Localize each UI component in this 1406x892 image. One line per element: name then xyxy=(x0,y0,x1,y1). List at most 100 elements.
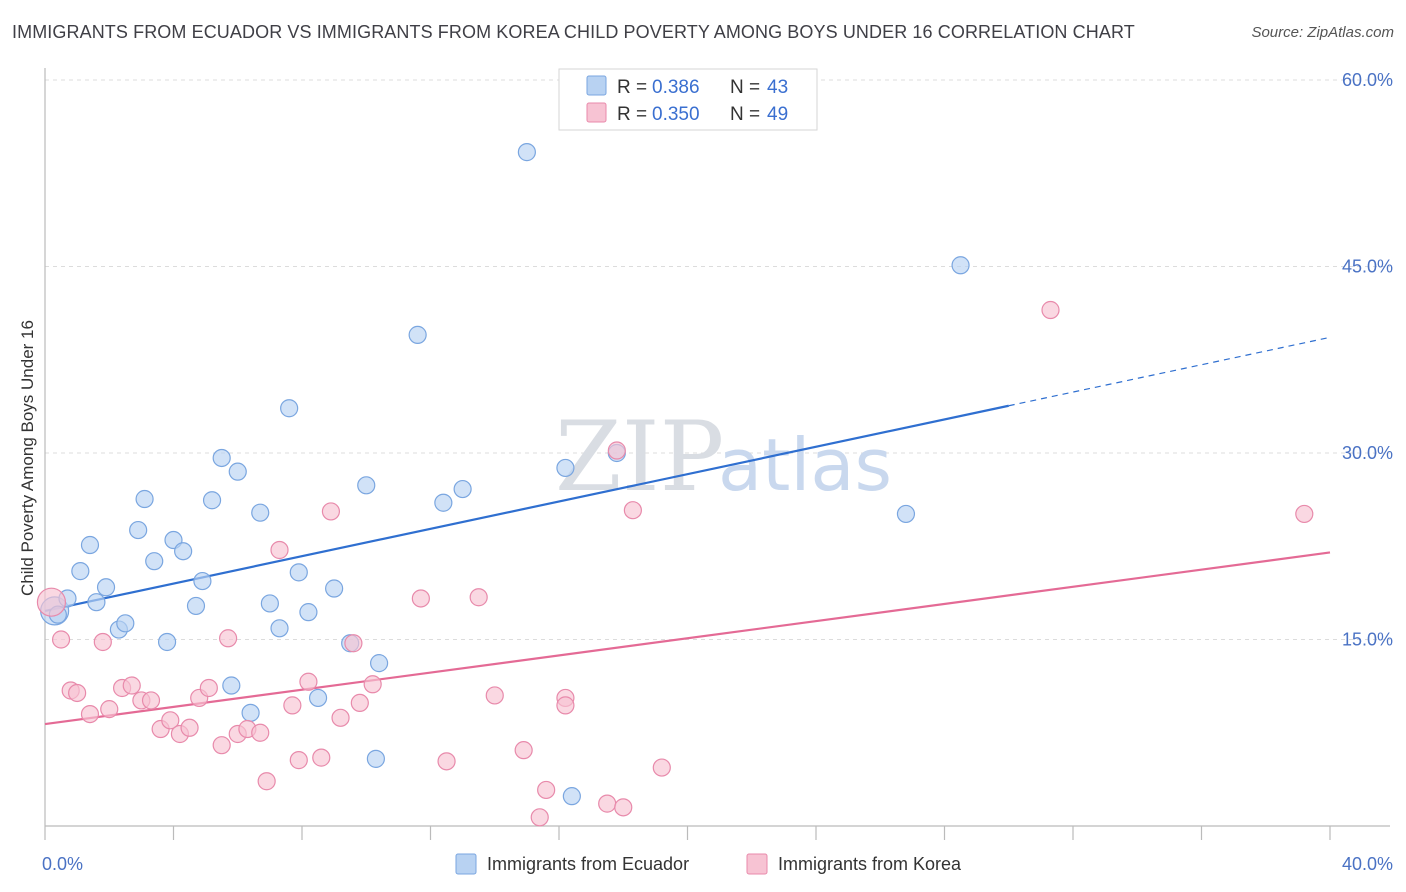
point-ecuador-5 xyxy=(87,593,106,612)
point-ecuador-12 xyxy=(157,632,177,652)
point-ecuador-28 xyxy=(308,688,328,708)
point-ecuador-32 xyxy=(370,654,389,673)
point-korea-42 xyxy=(598,794,617,813)
y-tick-labels: 15.0% 30.0% 45.0% 60.0% xyxy=(1342,70,1393,650)
point-ecuador-9 xyxy=(129,520,148,540)
point-korea-24 xyxy=(283,696,302,715)
point-ecuador-14 xyxy=(174,542,193,561)
point-korea-8 xyxy=(122,676,141,695)
bottom-legend-swatch-ecuador xyxy=(455,853,477,875)
point-korea-29 xyxy=(331,708,350,727)
watermark-zip: ZIP xyxy=(555,401,724,513)
point-korea-27 xyxy=(312,748,331,767)
point-ecuador-38 xyxy=(556,458,575,478)
point-korea-36 xyxy=(485,686,504,705)
data-points xyxy=(36,143,1314,827)
point-ecuador-39 xyxy=(562,787,581,806)
legend-n-label-korea: N = xyxy=(730,104,760,125)
bottom-legend-label-korea: Immigrants from Korea xyxy=(778,854,962,874)
point-korea-39 xyxy=(537,780,556,800)
legend-r-label-korea: R = xyxy=(617,104,647,125)
point-ecuador-23 xyxy=(260,594,279,613)
point-korea-28 xyxy=(321,502,341,521)
point-ecuador-35 xyxy=(434,493,453,512)
point-ecuador-15 xyxy=(186,596,206,616)
point-korea-6 xyxy=(100,700,119,719)
source-credit: Source: ZipAtlas.com xyxy=(1251,24,1394,41)
y-tick-label-0: 15.0% xyxy=(1342,630,1393,650)
y-axis-label: Child Poverty Among Boys Under 16 xyxy=(18,320,37,596)
bottom-legend: Immigrants from Ecuador Immigrants from … xyxy=(455,853,962,875)
point-korea-31 xyxy=(350,693,369,713)
y-tick-label-3: 60.0% xyxy=(1342,70,1393,90)
y-tick-label-2: 45.0% xyxy=(1342,257,1393,277)
legend-box: R = 0.386 N = 43 R = 0.350 N = 49 xyxy=(558,68,818,131)
point-ecuador-31 xyxy=(357,476,376,495)
bottom-legend-swatch-korea xyxy=(746,853,768,875)
point-ecuador-6 xyxy=(96,578,116,597)
point-ecuador-11 xyxy=(145,552,164,571)
point-korea-35 xyxy=(469,588,488,607)
point-korea-0 xyxy=(36,587,67,617)
point-ecuador-34 xyxy=(408,325,427,344)
gridlines xyxy=(45,79,1390,640)
point-ecuador-27 xyxy=(299,603,318,622)
point-korea-16 xyxy=(199,678,218,698)
legend-r-value-ecuador: 0.386 xyxy=(652,77,700,98)
point-korea-3 xyxy=(68,683,87,703)
point-ecuador-10 xyxy=(135,489,154,509)
point-korea-48 xyxy=(1295,504,1314,524)
trend-line-ecuador xyxy=(44,404,1009,612)
point-ecuador-41 xyxy=(896,504,916,524)
y-tick-label-1: 30.0% xyxy=(1342,443,1393,463)
point-korea-41 xyxy=(556,696,575,715)
point-ecuador-42 xyxy=(951,256,970,275)
point-korea-37 xyxy=(514,741,533,760)
point-korea-44 xyxy=(614,798,633,817)
point-ecuador-37 xyxy=(517,143,536,162)
legend-r-label-ecuador: R = xyxy=(617,77,647,98)
point-korea-26 xyxy=(299,672,318,691)
point-ecuador-36 xyxy=(453,479,472,499)
point-ecuador-26 xyxy=(289,563,308,582)
point-korea-5 xyxy=(93,632,112,652)
trend-lines xyxy=(44,336,1331,726)
point-ecuador-25 xyxy=(280,399,299,418)
point-korea-10 xyxy=(141,691,161,710)
point-korea-22 xyxy=(257,772,276,791)
point-korea-1 xyxy=(51,630,71,649)
bottom-legend-label-ecuador: Immigrants from Ecuador xyxy=(487,854,689,874)
point-korea-34 xyxy=(437,752,456,771)
point-korea-23 xyxy=(270,540,289,560)
legend-swatch-korea xyxy=(586,102,607,123)
axes xyxy=(44,68,1390,840)
point-ecuador-19 xyxy=(222,676,241,695)
point-ecuador-20 xyxy=(228,462,247,481)
point-korea-12 xyxy=(161,711,180,730)
point-ecuador-29 xyxy=(325,579,344,598)
point-ecuador-33 xyxy=(366,749,385,768)
point-korea-45 xyxy=(623,501,642,520)
point-ecuador-16 xyxy=(193,571,212,591)
point-ecuador-8 xyxy=(116,614,135,633)
legend-n-label-ecuador: N = xyxy=(730,77,760,98)
point-korea-14 xyxy=(180,718,199,737)
x-tick-labels: 0.0% 40.0% xyxy=(42,854,1393,874)
point-korea-25 xyxy=(289,751,308,770)
point-ecuador-17 xyxy=(202,491,222,510)
point-ecuador-18 xyxy=(212,448,231,468)
point-korea-43 xyxy=(607,441,626,460)
point-korea-38 xyxy=(530,808,549,827)
legend-n-value-korea: 49 xyxy=(767,104,788,125)
point-korea-46 xyxy=(652,758,671,777)
point-korea-32 xyxy=(363,675,382,694)
point-ecuador-24 xyxy=(270,619,289,638)
legend-n-value-ecuador: 43 xyxy=(767,77,788,98)
point-korea-4 xyxy=(80,704,100,724)
x-tick-label-1: 40.0% xyxy=(1342,854,1393,874)
point-korea-21 xyxy=(251,723,270,742)
trend-line-korea xyxy=(44,551,1331,726)
point-ecuador-4 xyxy=(80,535,100,555)
point-korea-47 xyxy=(1041,300,1060,320)
